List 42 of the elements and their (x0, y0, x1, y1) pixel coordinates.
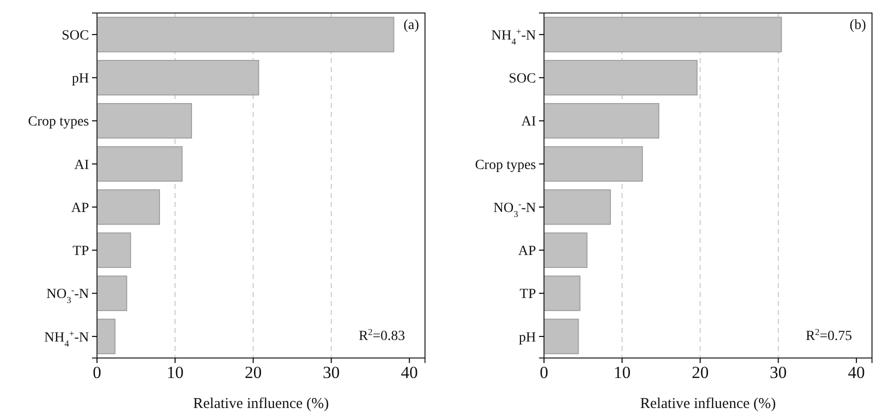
y-tick-label: NH$_{4}$$^{+}$-N (44, 328, 89, 348)
y-tick-label: AP (518, 244, 536, 260)
x-tick-label: 30 (770, 363, 787, 382)
y-tick-label: TP (520, 287, 536, 302)
x-tick-label: 0 (92, 363, 102, 382)
x-axis-title: Relative influence (%) (640, 396, 776, 412)
bar (544, 146, 643, 182)
x-tick-label: 10 (166, 363, 184, 382)
y-tick-label: SOC (62, 28, 89, 44)
x-tick-label: 30 (322, 363, 340, 382)
x-tick-label: 40 (848, 363, 865, 382)
y-tick-label: pH (72, 72, 89, 87)
bar (96, 146, 183, 182)
bar (96, 318, 116, 354)
y-tick-label: AP (71, 200, 90, 216)
bar (544, 189, 611, 225)
y-tick-label: pH (518, 330, 536, 346)
x-axis-title: Relative influence (%) (193, 396, 329, 412)
annotation: (b) (850, 18, 866, 33)
y-tick-label: AI (74, 158, 90, 173)
y-tick-label: NO$_{3}$$^{-}$-N (46, 285, 89, 306)
x-tick-label: 20 (692, 363, 709, 382)
bar (544, 276, 580, 312)
x-tick-label: 10 (614, 363, 631, 382)
annotation: R$^{2}$=0.83 (358, 327, 405, 344)
bar (96, 276, 128, 312)
bar (544, 232, 588, 268)
bar (96, 189, 160, 225)
y-tick-label: Crop types (28, 114, 89, 130)
bar (96, 232, 132, 268)
y-tick-label: NH$_{4}$$^{+}$-N (491, 26, 536, 46)
y-tick-label: NO$_{3}$$^{-}$-N (493, 198, 536, 219)
x-tick-label: 0 (540, 363, 548, 382)
y-tick-label: AI (521, 114, 536, 130)
annotation: (a) (403, 18, 420, 33)
y-tick-label: SOC (508, 72, 536, 87)
y-tick-label: TP (72, 244, 90, 260)
annotation: R$^{2}$=0.75 (806, 327, 852, 344)
y-tick-label: Crop types (474, 158, 536, 173)
bar (544, 318, 579, 354)
x-tick-label: 20 (244, 363, 262, 382)
x-tick-label: 40 (400, 363, 418, 382)
